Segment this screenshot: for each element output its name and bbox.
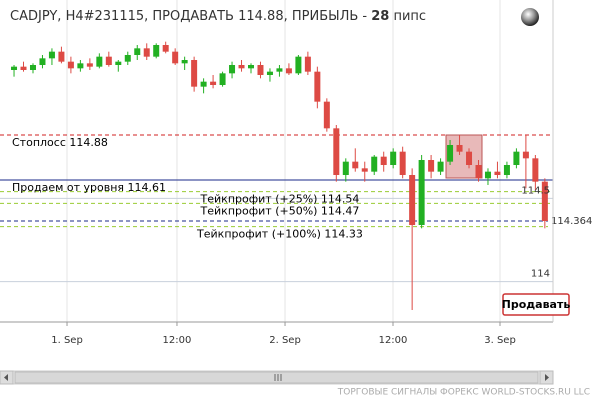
candle-body (371, 156, 378, 172)
candle-body (409, 175, 416, 225)
y-tick-label: 114 (531, 269, 550, 280)
current-price-box (548, 214, 598, 228)
x-tick-label: 12:00 (379, 335, 408, 346)
candle-body (238, 65, 245, 69)
level-label: Тейкпрофит (+25%) 114.54 (200, 193, 360, 206)
candle-body (285, 68, 292, 74)
candle-body (532, 158, 539, 182)
footer: ТОРГОВЫЕ СИГНАЛЫ ФОРЕКС WORLD-STOCKS.RU … (337, 388, 590, 398)
candle-body (67, 61, 74, 69)
x-tick-label: 1. Sep (51, 335, 83, 346)
candle-body (503, 165, 510, 175)
candle-body (522, 151, 529, 159)
plot-area (0, 0, 553, 326)
candle-body (115, 61, 122, 65)
candle-body (418, 160, 425, 225)
candle-body (437, 161, 444, 172)
candle-body (513, 151, 520, 165)
candle-body (342, 161, 349, 175)
level-label: Тейкпрофит (+50%) 114.47 (200, 204, 360, 217)
candle-body (428, 160, 435, 172)
candle-body (314, 71, 321, 102)
candles (11, 41, 548, 310)
candle-body (541, 181, 548, 221)
candle-body (11, 66, 18, 70)
candle-body (456, 145, 463, 152)
candle-body (266, 71, 273, 75)
candle-body (134, 48, 141, 55)
candle-body (257, 65, 264, 75)
candle-body (191, 60, 198, 87)
level-label: Тейкпрофит (+100%) 114.33 (196, 228, 363, 241)
y-tick-label: 114.5 (521, 185, 550, 196)
candle-body (172, 51, 179, 64)
candle-body (475, 165, 482, 179)
candle-body (276, 68, 283, 72)
candle-body (20, 66, 27, 70)
candle-body (105, 56, 112, 65)
candle-body (333, 128, 340, 175)
candle-body (29, 65, 36, 70)
candle-body (200, 81, 207, 87)
chart-title: CADJPY, H4#231115, ПРОДАВАТЬ 114.88, ПРИ… (10, 9, 426, 24)
candle-body (77, 63, 84, 69)
candle-body (153, 45, 160, 57)
candle-body (295, 56, 302, 74)
candle-body (162, 45, 169, 52)
candle-body (210, 81, 217, 85)
candle-body (484, 171, 491, 179)
level-label: Продаем от уровня 114.61 (12, 181, 166, 194)
candle-body (229, 65, 236, 74)
candle-body (352, 161, 359, 169)
candle-body (124, 55, 131, 62)
candle-body (380, 156, 387, 165)
candle-body (399, 151, 406, 175)
candle-body (494, 171, 501, 175)
current-price-label: 114.364 (551, 216, 592, 227)
scrollbar[interactable] (0, 370, 554, 385)
candle-body (39, 58, 46, 65)
sell-button-label[interactable]: Продавать (502, 298, 571, 311)
x-tick-label: 3. Sep (484, 335, 516, 346)
candle-body (58, 51, 65, 62)
sell-button[interactable]: Продавать (502, 293, 571, 316)
candle-body (466, 151, 473, 165)
candle-body (361, 168, 368, 172)
candle-body (304, 56, 311, 72)
candle-body (48, 51, 55, 59)
x-tick-label: 12:00 (163, 335, 192, 346)
candle-body (447, 145, 454, 162)
level-label: Стоплосс 114.88 (12, 136, 108, 149)
x-tick-label: 2. Sep (269, 335, 301, 346)
candle-body (219, 73, 226, 85)
globe-icon[interactable] (521, 8, 539, 26)
candle-body (390, 151, 397, 165)
candle-body (96, 56, 103, 67)
candle-body (86, 63, 93, 67)
candle-body (143, 48, 150, 57)
overlay: 1. Sep 12:00 2. Sep 12:00 3. Sep 114.5 114 Стоп… (12, 136, 598, 346)
candle-body (248, 65, 255, 69)
candle-body (181, 60, 188, 64)
candle-body (323, 101, 330, 129)
